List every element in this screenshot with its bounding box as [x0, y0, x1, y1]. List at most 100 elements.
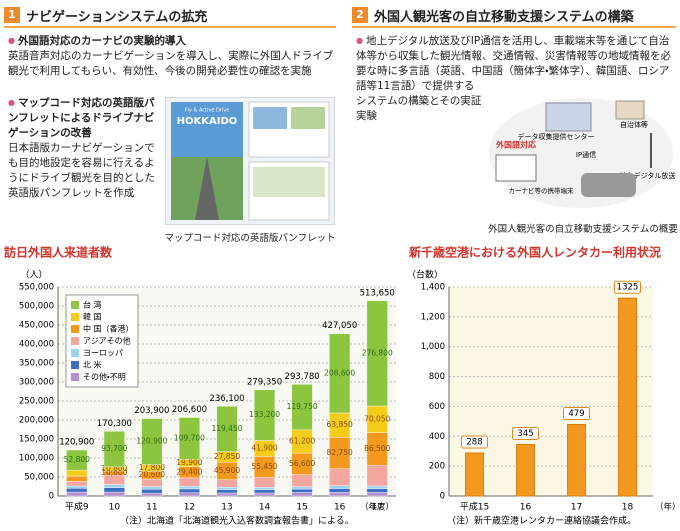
bar-segment [178, 492, 200, 497]
bar-segment [291, 492, 313, 497]
bar [567, 423, 586, 497]
chart-note: （注）北海道「北海道観光入込客数調査報告書」による。 [120, 515, 354, 527]
bar-segment [254, 389, 276, 441]
bar-segment [103, 484, 125, 488]
bar-segment [103, 487, 125, 493]
segment-label: 17,800 [139, 463, 165, 472]
diagram-label: 外国語対応 [495, 140, 536, 150]
device [495, 154, 537, 182]
bar-segment [216, 487, 238, 490]
value-box [461, 435, 488, 449]
legend-label: ヨーロッパ [83, 349, 123, 358]
legend-swatch [71, 373, 79, 381]
bar-segment [178, 477, 200, 487]
y-tick-label: 1,000 [421, 342, 445, 352]
bar-segment [216, 489, 238, 494]
bar-segment [66, 485, 88, 489]
bar-segment [66, 449, 88, 471]
bar-segment [329, 468, 351, 486]
bar-segment [366, 485, 388, 489]
item-head: マップコード対応の英語版パンフレットによるドライブナビゲーションの改善 [8, 95, 160, 141]
segment-label: 29,400 [176, 467, 202, 476]
diagram-label: 自治体等 [620, 120, 648, 129]
y-tick-label: 400,000 [19, 340, 54, 350]
y-tick-label: 450,000 [19, 321, 54, 331]
road [195, 157, 219, 220]
bar-segment [141, 478, 163, 487]
bar-segment [366, 300, 388, 407]
bar-segment [291, 486, 313, 490]
bar-segment [66, 469, 88, 477]
item-body: 日本語版カーナビゲーションでも目的地設定を容易に行えるようにドライブ観光を目的と… [8, 142, 155, 199]
legend-swatch [71, 361, 79, 369]
y-tick-label: 500,000 [19, 302, 54, 312]
bar-segment [216, 479, 238, 488]
item: データ収集提供センター 自治体等 IP通信 地上デジタル放送等 外国語対応 カー… [356, 33, 676, 208]
item-text: 地上デジタル放送及びIP通信を活用し、車載端末等を通じて自治体等から収集した観光… [356, 35, 671, 122]
chart: 新千歳空港における外国人レンタカー利用状況 （台数） 0 200 400 600 800 1,… [407, 245, 680, 527]
segment-label: 133,200 [249, 410, 280, 419]
segment-label: 93,700 [101, 444, 127, 453]
legend-label: 韓 国 [83, 312, 102, 322]
segment-label: 120,900 [136, 436, 167, 445]
segment-label: 20,600 [139, 470, 165, 479]
bar-segment [216, 492, 238, 497]
section-header: 1 ナビゲーションシステムの拡充 [4, 4, 336, 28]
legend-label: アジアその他 [83, 336, 131, 346]
item-head: 外国語対応のカーナビの実験的導入 [8, 33, 336, 49]
bar-segment [366, 488, 388, 493]
chart-title: 訪日外国人来道者数 [4, 245, 113, 260]
total-label: 203,900 [134, 406, 169, 416]
bar-segment [254, 477, 276, 488]
bar-segment [366, 492, 388, 497]
segment-label: 55,450 [251, 462, 277, 471]
y-unit: （台数） [407, 269, 443, 281]
photo [291, 107, 325, 129]
y-tick-label: 200 [429, 462, 445, 472]
segment-label: 70,050 [364, 414, 390, 423]
legend-swatch [71, 313, 79, 321]
item: 外国語対応のカーナビの実験的導入 英語音声対応のカーナビゲーションを導入し、実際… [8, 33, 336, 79]
y-tick-label: 0 [49, 492, 54, 502]
legend-label: 台 湾 [83, 300, 102, 310]
x-tick-label: 16 [334, 503, 346, 513]
bar-segment [291, 384, 313, 431]
bar-segment [141, 492, 163, 497]
map [253, 167, 325, 197]
bar-segment [103, 491, 125, 497]
car [581, 173, 636, 197]
bar-segment [103, 431, 125, 468]
segment-label: 119,750 [287, 402, 318, 411]
segment-label: 61,200 [289, 436, 315, 445]
segment-label: 19,900 [176, 458, 202, 467]
segment-label: 41,900 [251, 443, 277, 452]
x-tick-label: 11 [146, 503, 157, 513]
building [615, 100, 645, 120]
chart-title: 新千歳空港における外国人レンタカー利用状況 [408, 245, 661, 260]
bar-segment [254, 489, 276, 494]
value-box [563, 406, 590, 420]
value-box [512, 426, 539, 440]
y-tick-label: 550,000 [19, 283, 54, 293]
bar-segment [254, 492, 276, 497]
total-label: 120,900 [59, 438, 94, 448]
spacer [675, 33, 676, 93]
legend-label: 中 国（香港） [83, 324, 134, 334]
legend-label: 北 米 [83, 360, 102, 370]
bar-segment [329, 488, 351, 493]
total-label: 513,650 [360, 288, 395, 298]
x-unit: （年） [655, 502, 680, 513]
bullet [356, 35, 366, 47]
total-label: 293,780 [285, 372, 320, 382]
y-tick-label: 200,000 [19, 416, 54, 426]
image-text: HOKKAIDO [177, 116, 238, 127]
bar-segment [366, 465, 388, 487]
caption: 外国人観光客の自立移動支援システムの概要 [488, 224, 678, 235]
bar-segment [66, 488, 88, 493]
bar-segment [216, 406, 238, 452]
y-tick-label: 600 [429, 402, 445, 412]
value-label: 1325 [617, 283, 639, 293]
photo [253, 107, 287, 129]
y-tick-label: 150,000 [19, 435, 54, 445]
